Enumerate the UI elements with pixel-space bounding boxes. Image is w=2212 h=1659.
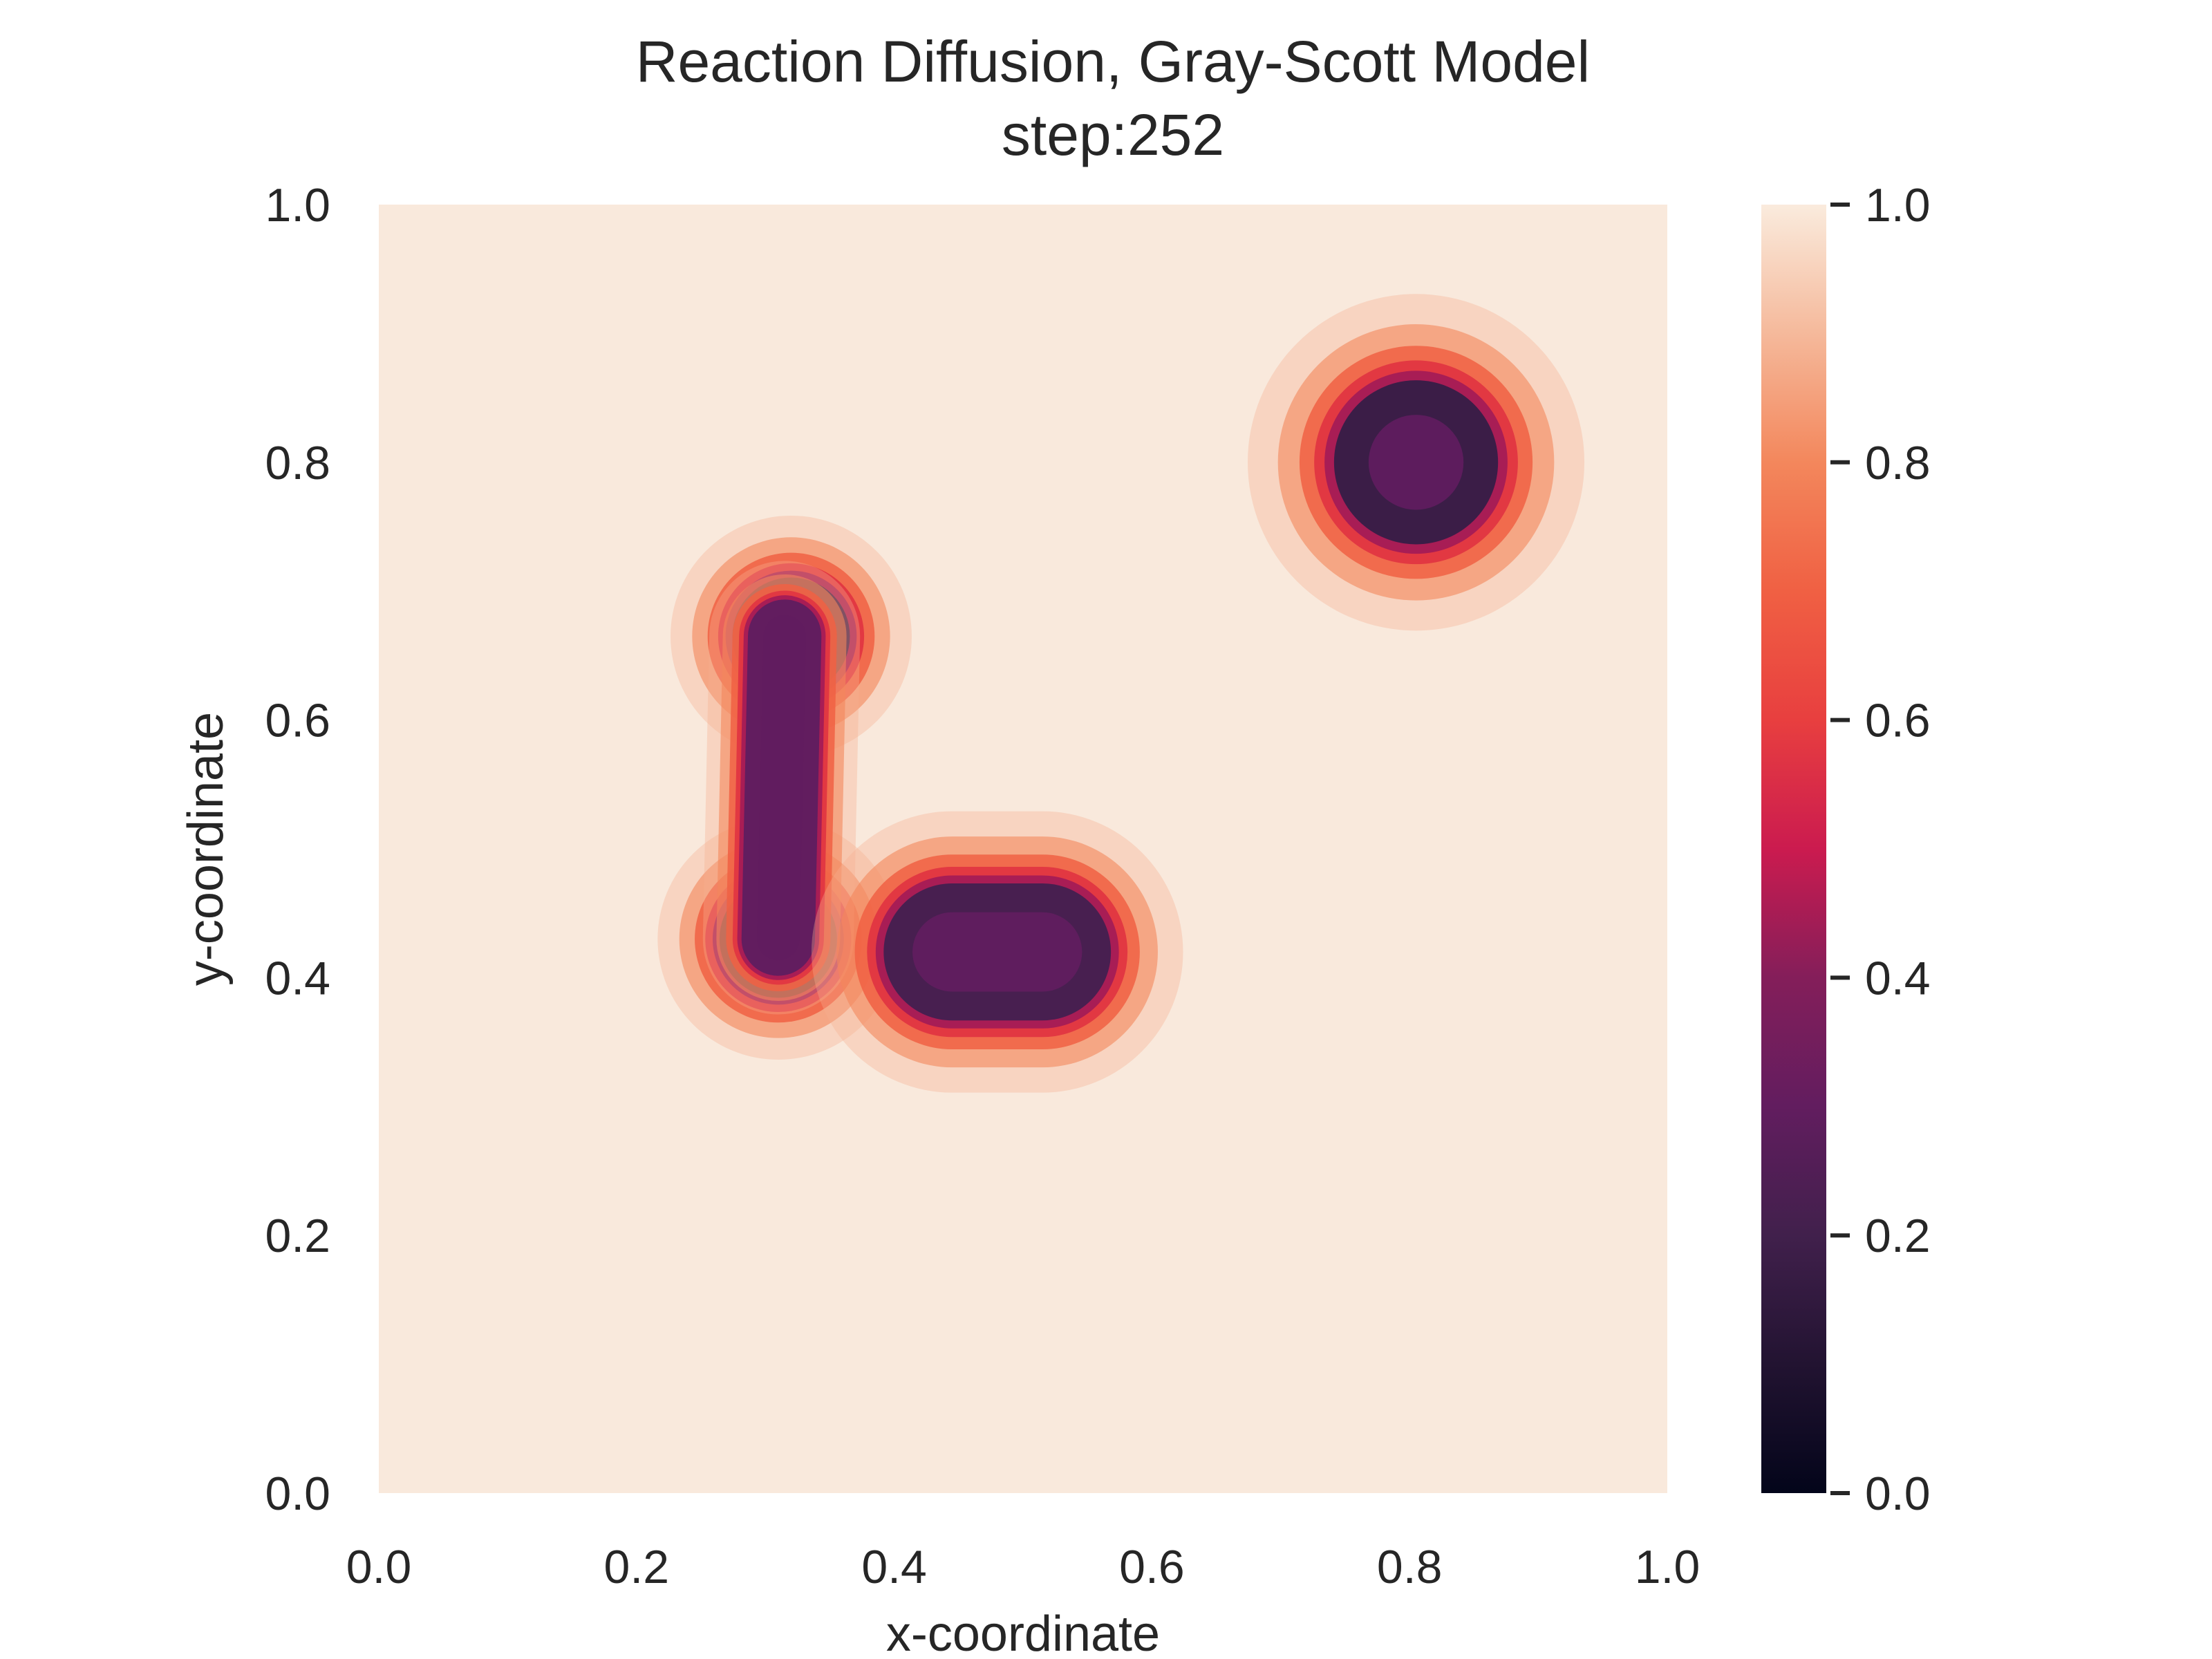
- y-tick-label: 1.0: [265, 179, 330, 232]
- x-tick-label: 0.2: [604, 1541, 670, 1593]
- y-axis-label: y-coordinate: [178, 712, 234, 986]
- colorbar-tick-label: 0.4: [1865, 952, 1931, 1004]
- chart-title: Reaction Diffusion, Gray-Scott Model: [636, 29, 1590, 94]
- x-tick-label: 1.0: [1635, 1541, 1700, 1593]
- x-tick-label: 0.4: [861, 1541, 927, 1593]
- spot-1-layer-7: [1368, 415, 1464, 510]
- colorbar-ticks: 0.0 0.2 0.4 0.6 0.8 1.0: [1830, 179, 1931, 1520]
- colorbar-tick-label: 0.8: [1865, 437, 1931, 489]
- y-tick-label: 0.2: [265, 1210, 330, 1262]
- y-axis-ticks: 0.0 0.2 0.4 0.6 0.8 1.0: [265, 179, 330, 1520]
- x-tick-label: 0.8: [1377, 1541, 1443, 1593]
- colorbar-tick-label: 1.0: [1865, 179, 1931, 232]
- heatmap-spot-1: [1247, 294, 1585, 631]
- y-tick-label: 0.8: [265, 437, 330, 489]
- x-tick-label: 0.0: [346, 1541, 412, 1593]
- y-tick-label: 0.4: [265, 952, 330, 1004]
- x-axis-ticks: 0.0 0.2 0.4 0.6 0.8 1.0: [346, 1541, 1700, 1593]
- colorbar-strip: [1761, 205, 1826, 1493]
- x-axis-label: x-coordinate: [886, 1606, 1160, 1659]
- colorbar-tick-label: 0.6: [1865, 695, 1931, 747]
- spot-4-layer-7: [757, 615, 806, 961]
- heatmap-spot-4: [702, 561, 861, 1015]
- plot-area: [379, 205, 1667, 1493]
- colorbar: 0.0 0.2 0.4 0.6 0.8 1.0: [1761, 179, 1931, 1520]
- y-tick-label: 0.0: [265, 1468, 330, 1520]
- colorbar-tick-label: 0.2: [1865, 1210, 1931, 1262]
- heatmap-spots: [657, 294, 1585, 1093]
- colorbar-tick-label: 0.0: [1865, 1468, 1931, 1520]
- chart-subtitle: step:252: [1002, 102, 1224, 167]
- x-tick-label: 0.6: [1119, 1541, 1185, 1593]
- y-tick-label: 0.6: [265, 695, 330, 747]
